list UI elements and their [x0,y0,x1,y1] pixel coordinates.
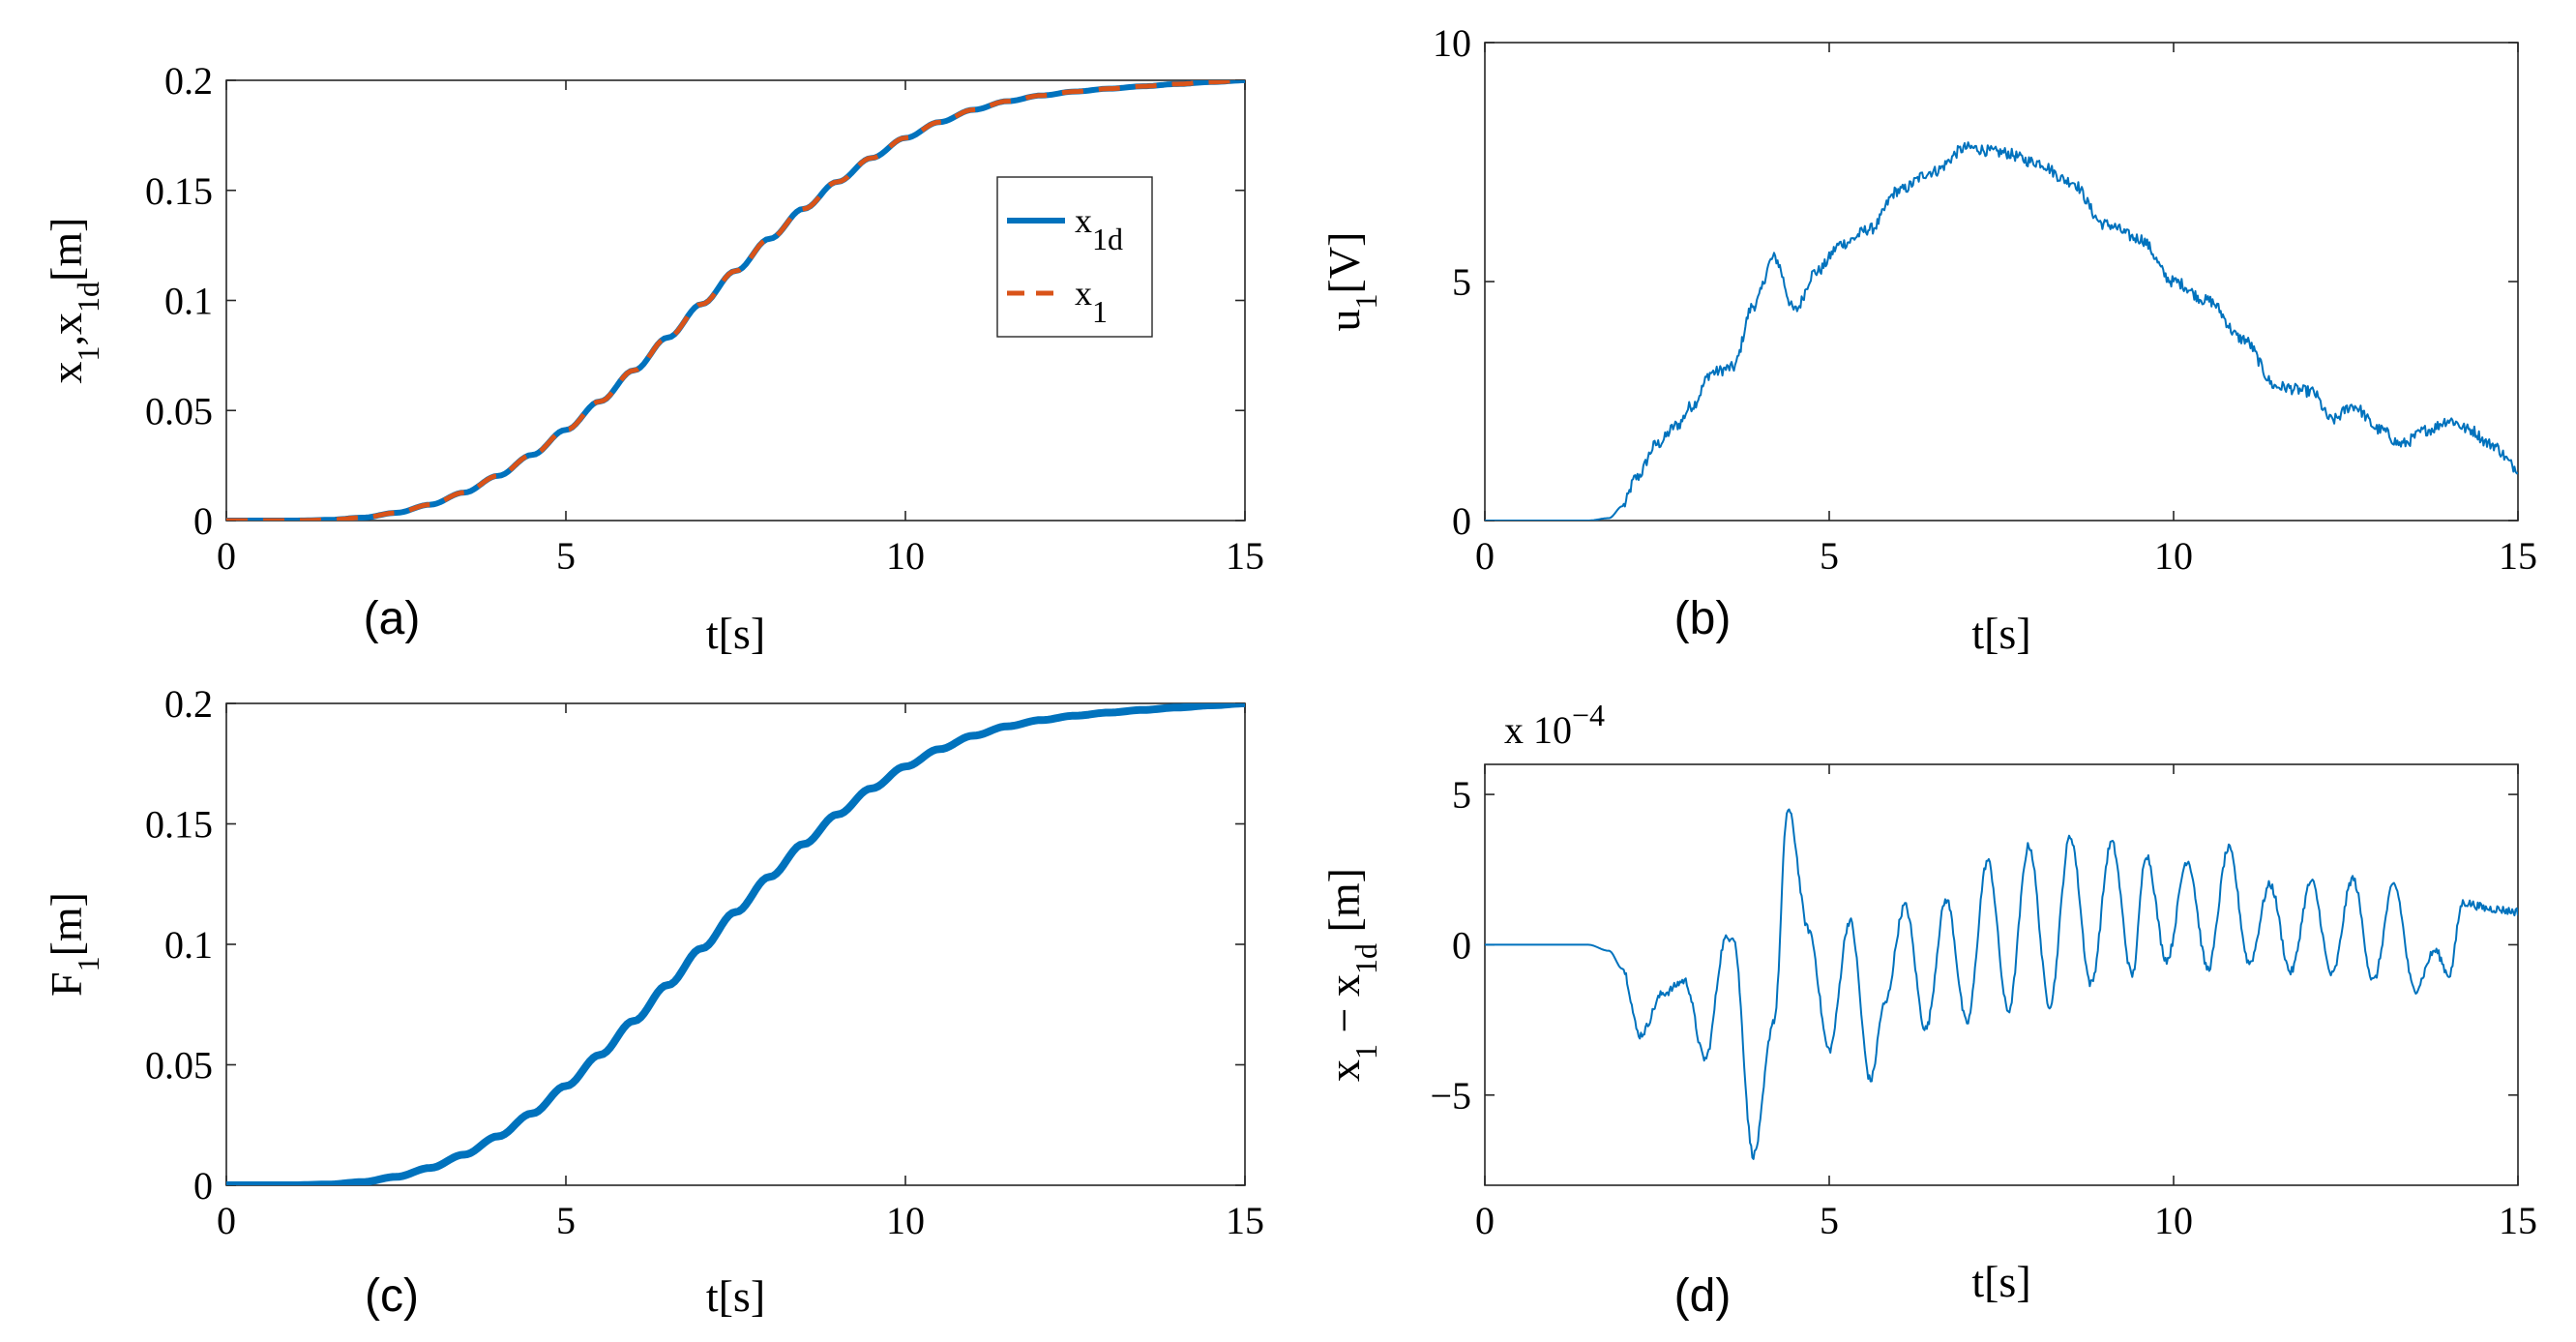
x-tick-label: 15 [1226,534,1264,578]
axes-box [225,702,1246,1186]
series-line-u1 [1485,141,2518,521]
series-line-x1 [226,80,1245,521]
y-tick-label: 0.15 [145,803,213,847]
x-tick-label: 0 [217,1199,236,1242]
y-axis-title: x1,x1d[m] [42,218,105,384]
x-tick-label: 10 [2154,1199,2193,1242]
x-tick-label: 15 [2499,534,2537,578]
x-tick-label: 5 [556,1199,576,1242]
y-tick-label: 5 [1452,773,1471,817]
y-tick-label: 0 [193,1164,213,1208]
x-tick-label: 0 [1475,1199,1495,1242]
y-tick-label: 0.05 [145,389,213,432]
exponent-label: x 10−4 [1504,698,1605,752]
x-tick-label: 10 [886,534,925,578]
y-tick-label: 0.05 [145,1044,213,1088]
x-tick-label: 0 [1475,534,1495,578]
y-tick-label: 0 [193,499,213,543]
panel-d: 0 5 10 15 −5 0 5 t[s] x1 − x1d [m] x 10−4 (d) [1319,698,2537,1322]
panel-a: 0 5 10 15 0 0.05 0.1 0.15 0.2 t[s] x1,x1d[m] (a) x1d… [42,59,1264,658]
legend-label-x1d: x1d [1075,201,1123,256]
y-tick-label: 0.1 [164,280,213,323]
plot-area [226,703,1245,1185]
panel-b: 0 5 10 15 0 5 10 t[s] u1[V] (b) [1319,21,2537,658]
x-tick-label: 10 [886,1199,925,1242]
y-tick-label: 0 [1452,499,1471,543]
plot-area [1485,141,2518,521]
y-axis-title: u1[V] [1319,232,1383,332]
panel-label: (d) [1674,1270,1732,1322]
x-axis-title: t[s] [706,1271,765,1321]
series-line-F1 [226,703,1245,1185]
x-tick-label: 0 [217,534,236,578]
y-axis-title: F1[m] [42,892,105,997]
y-tick-label: −5 [1430,1074,1471,1118]
legend-box [996,176,1153,338]
x-tick-label: 15 [2499,1199,2537,1242]
x-axis-title: t[s] [1971,609,2030,658]
y-tick-label: 0.2 [164,59,213,103]
x-tick-label: 5 [1820,1199,1839,1242]
y-tick-label: 10 [1433,21,1471,65]
series-line-x1_minus_x1d_e-4 [1485,808,2518,1160]
y-tick-label: 0.2 [164,682,213,726]
x-axis-title: t[s] [1971,1257,2030,1306]
panel-c: 0 5 10 15 0 0.05 0.1 0.15 0.2 t[s] F1[m] (c) [42,682,1264,1322]
y-tick-label: 0.1 [164,923,213,967]
x-tick-label: 15 [1226,1199,1264,1242]
axes-box [1484,42,2519,522]
panel-label: (b) [1674,593,1732,644]
panel-label: (c) [365,1270,419,1322]
axes-box [1484,763,2519,1186]
x-tick-label: 5 [556,534,576,578]
x-axis-title: t[s] [706,609,765,658]
y-axis-title: x1 − x1d [m] [1319,868,1383,1082]
y-tick-label: 0.15 [145,169,213,213]
x-tick-label: 10 [2154,534,2193,578]
panel-label: (a) [364,593,421,644]
x-tick-label: 5 [1820,534,1839,578]
legend-label-x1: x1 [1075,274,1108,329]
plot-area [226,80,1245,521]
y-tick-label: 5 [1452,260,1471,304]
y-tick-label: 0 [1452,923,1471,967]
plot-area [1485,808,2518,1160]
